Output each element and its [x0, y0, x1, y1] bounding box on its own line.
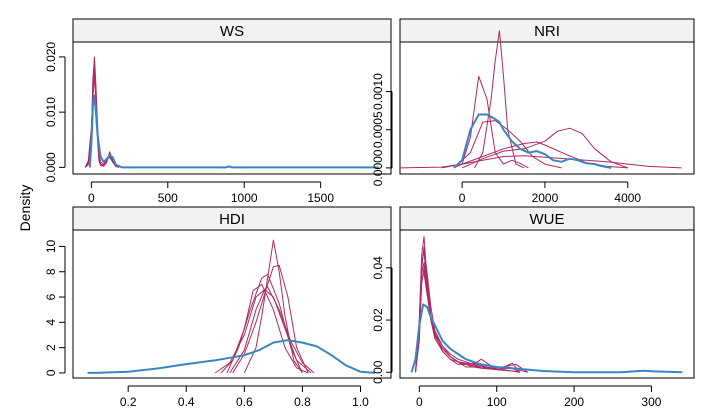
strip-title: HDI	[219, 211, 245, 228]
x-tick-label: 0.8	[294, 395, 311, 409]
y-tick-label: 0.04	[371, 256, 385, 280]
simulated-density-line	[232, 264, 309, 374]
x-tick-label: 0	[416, 395, 423, 409]
plot-frame	[72, 229, 392, 379]
strip-title: WS	[220, 23, 244, 40]
x-tick-label: 100	[487, 395, 507, 409]
simulated-density-line	[415, 251, 521, 373]
observed-density-line	[410, 303, 683, 374]
x-tick-label: 0.2	[120, 395, 137, 409]
x-tick-label: 1.0	[352, 395, 369, 409]
x-tick-label: 0.4	[178, 395, 195, 409]
panel-ws: WS 0 500 1000 1500 0.000 0.010 0.020	[44, 18, 392, 205]
simulated-density-line	[229, 289, 312, 374]
y-tick-label: 4	[44, 319, 58, 326]
panel-wue: WUE 0 100 200 300 0.00 0.02 0.04	[371, 206, 695, 409]
x-tick-label: 2000	[532, 191, 559, 205]
simulated-density-line	[474, 30, 525, 169]
y-tick-label: 2	[44, 344, 58, 351]
plot-frame	[399, 229, 695, 379]
y-tick-label: 10	[44, 239, 58, 253]
observed-density-line	[453, 113, 612, 169]
x-tick-label: 0	[459, 191, 466, 205]
y-tick-label: 0.0005	[371, 111, 385, 148]
simulated-density-line	[415, 246, 528, 373]
y-tick-label: 0.02	[371, 308, 385, 332]
observed-density-line	[88, 94, 379, 169]
x-tick-label: 200	[564, 395, 584, 409]
strip-title: WUE	[530, 211, 565, 228]
y-tick-label: 0.000	[44, 152, 58, 182]
x-tick-label: 0.6	[236, 395, 253, 409]
panel-hdi: HDI 0.2 0.4 0.6 0.8 1.0 0 2 4 6 8 10	[44, 206, 392, 409]
plot-frame	[72, 41, 392, 175]
x-tick-label: 1000	[231, 191, 258, 205]
x-tick-label: 300	[641, 395, 661, 409]
simulated-density-line	[453, 75, 529, 169]
y-tick-label: 0	[44, 369, 58, 376]
y-axis-label: Density	[17, 185, 33, 232]
y-tick-label: 8	[44, 268, 58, 275]
y-tick-label: 0.0010	[371, 73, 385, 110]
simulated-density-line	[215, 286, 315, 374]
x-tick-label: 4000	[614, 191, 641, 205]
y-tick-label: 0.020	[44, 42, 58, 72]
strip-title: NRI	[534, 23, 560, 40]
y-tick-label: 0.010	[44, 97, 58, 127]
x-tick-label: 500	[158, 191, 178, 205]
simulated-density-line	[441, 141, 628, 169]
simulated-density-line	[453, 120, 562, 169]
simulated-density-line	[461, 127, 628, 169]
simulated-density-line	[415, 236, 520, 373]
observed-density-line	[87, 339, 376, 374]
y-tick-label: 6	[44, 293, 58, 300]
plot-frame	[399, 41, 695, 175]
x-tick-label: 1500	[307, 191, 334, 205]
x-tick-label: 0	[88, 191, 95, 205]
y-tick-label: 0.00	[371, 360, 385, 384]
y-tick-label: 0.0000	[371, 149, 385, 186]
